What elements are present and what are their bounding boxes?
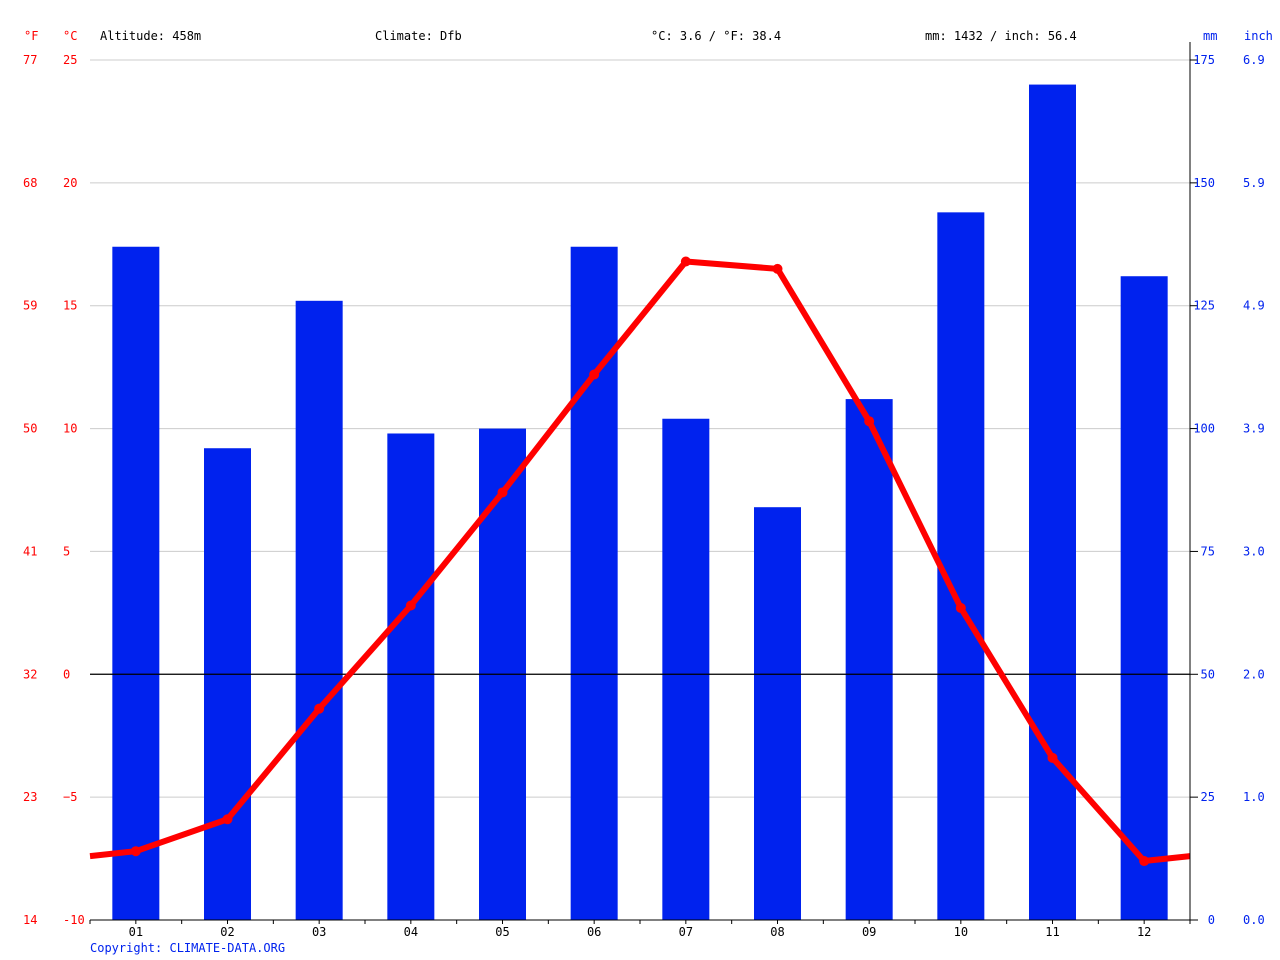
precipitation-bars <box>112 84 1168 921</box>
temperature-point <box>589 369 600 380</box>
mm-tick-label: 150 <box>1193 176 1215 190</box>
month-tick-label: 01 <box>129 925 143 939</box>
inch-tick-label: 1.0 <box>1243 790 1265 804</box>
inch-tick-label: 4.9 <box>1243 299 1265 313</box>
temperature-point <box>772 263 783 274</box>
mm-unit-label: mm <box>1203 29 1217 43</box>
fahrenheit-tick-label: 59 <box>23 299 37 313</box>
mm-tick-label: 100 <box>1193 422 1215 436</box>
fahrenheit-tick-label: 32 <box>23 667 37 681</box>
mm-tick-label: 125 <box>1193 299 1215 313</box>
precipitation-bar <box>662 418 710 920</box>
celsius-tick-label: -10 <box>63 913 85 927</box>
inch-tick-label: 6.9 <box>1243 53 1265 67</box>
inch-tick-label: 3.9 <box>1243 422 1265 436</box>
month-tick-label: 09 <box>862 925 876 939</box>
celsius-unit-label: °C <box>63 29 77 43</box>
mm-tick-label: 175 <box>1193 53 1215 67</box>
inch-unit-label: inch <box>1244 29 1273 43</box>
precipitation-bar <box>570 246 618 920</box>
precipitation-bar <box>1120 276 1168 920</box>
fahrenheit-tick-label: 14 <box>23 913 37 927</box>
fahrenheit-tick-label: 77 <box>23 53 37 67</box>
month-tick-label: 08 <box>770 925 784 939</box>
month-tick-label: 02 <box>220 925 234 939</box>
precipitation-bar <box>204 448 251 920</box>
celsius-tick-label: 20 <box>63 176 77 190</box>
temperature-point <box>130 846 141 857</box>
temperature-point <box>955 602 966 613</box>
mean-temperature-label: °C: 3.6 / °F: 38.4 <box>651 29 781 43</box>
mm-tick-label: 75 <box>1201 544 1215 558</box>
month-tick-label: 10 <box>954 925 968 939</box>
celsius-tick-label: 15 <box>63 299 77 313</box>
month-tick-label: 11 <box>1045 925 1059 939</box>
month-tick-label: 03 <box>312 925 326 939</box>
fahrenheit-tick-label: 50 <box>23 422 37 436</box>
temperature-point <box>314 703 325 714</box>
fahrenheit-tick-label: 23 <box>23 790 37 804</box>
climate-label: Climate: Dfb <box>375 29 462 43</box>
celsius-tick-label: 25 <box>63 53 77 67</box>
mm-tick-label: 50 <box>1201 667 1215 681</box>
temperature-line <box>89 256 1191 867</box>
precipitation-bar <box>937 212 985 921</box>
precipitation-bar <box>112 246 160 920</box>
precipitation-total-label: mm: 1432 / inch: 56.4 <box>925 29 1077 43</box>
temperature-point <box>497 487 508 498</box>
temperature-point <box>222 814 233 825</box>
mm-tick-label: 25 <box>1201 790 1215 804</box>
month-tick-label: 12 <box>1137 925 1151 939</box>
month-tick-label: 07 <box>679 925 693 939</box>
fahrenheit-tick-label: 41 <box>23 544 37 558</box>
month-tick-label: 04 <box>404 925 418 939</box>
tick-labels: 14 -10 0 0.023 −5 25 1.032 0 50 2.041 5 75 3.050 10 10… <box>23 53 1265 939</box>
temperature-point <box>680 256 691 267</box>
month-tick-label: 05 <box>495 925 509 939</box>
temperature-series-line <box>89 258 1191 865</box>
axes <box>89 42 1198 924</box>
fahrenheit-unit-label: °F <box>24 29 38 43</box>
altitude-label: Altitude: 458m <box>100 29 201 43</box>
gridlines <box>90 59 1190 921</box>
temperature-point <box>1139 856 1150 867</box>
inch-tick-label: 5.9 <box>1243 176 1265 190</box>
celsius-tick-label: −5 <box>63 790 77 804</box>
mm-tick-label: 0 <box>1208 913 1215 927</box>
month-tick-label: 06 <box>587 925 601 939</box>
celsius-tick-label: 10 <box>63 422 77 436</box>
inch-tick-label: 3.0 <box>1243 544 1265 558</box>
precipitation-bar <box>754 507 801 920</box>
celsius-tick-label: 0 <box>63 667 70 681</box>
precipitation-bar <box>1029 84 1076 921</box>
precipitation-bar <box>295 300 343 920</box>
inch-tick-label: 0.0 <box>1243 913 1265 927</box>
precipitation-bar <box>845 399 893 921</box>
copyright-link[interactable]: Copyright: CLIMATE-DATA.ORG <box>90 941 285 955</box>
temperature-point <box>405 600 416 611</box>
precipitation-bar <box>387 433 435 920</box>
celsius-tick-label: 5 <box>63 544 70 558</box>
fahrenheit-tick-label: 68 <box>23 176 37 190</box>
inch-tick-label: 2.0 <box>1243 667 1265 681</box>
temperature-point <box>1047 752 1058 763</box>
temperature-point <box>864 416 875 427</box>
